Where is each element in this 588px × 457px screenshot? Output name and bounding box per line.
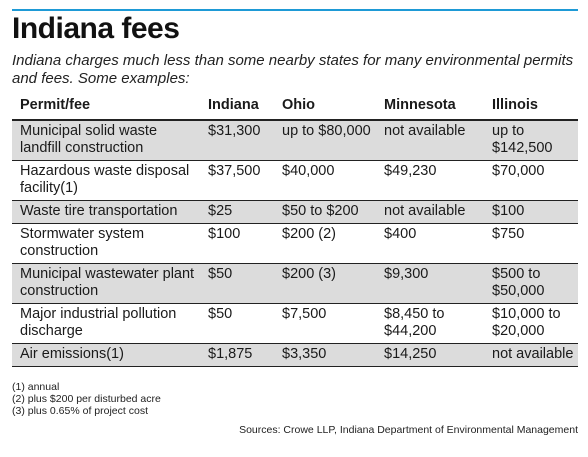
cell-minnesota: not available <box>376 120 484 161</box>
cell-ohio: $200 (2) <box>274 223 376 264</box>
cell-indiana: $50 <box>200 263 274 304</box>
cell-minnesota: $400 <box>376 223 484 264</box>
cell-indiana: $1,875 <box>200 343 274 367</box>
cell-illinois: $10,000 to $20,000 <box>484 303 578 344</box>
cell-ohio: $200 (3) <box>274 263 376 304</box>
cell-indiana: $25 <box>200 200 274 224</box>
cell-ohio: $40,000 <box>274 160 376 201</box>
top-accent-rule <box>12 9 578 11</box>
footnote: (1) annual <box>12 381 60 393</box>
cell-indiana: $37,500 <box>200 160 274 201</box>
cell-permit: Hazardous waste disposal facility(1) <box>12 160 200 201</box>
table-row: Waste tire transportation $25 $50 to $200 n… <box>12 200 578 224</box>
cell-indiana: $50 <box>200 303 274 344</box>
table-row: Air emissions(1) $1,875 $3,350 $14,250 not a… <box>12 343 578 367</box>
sources-credit: Sources: Crowe LLP, Indiana Department o… <box>239 424 578 436</box>
footnote: (3) plus 0.65% of project cost <box>12 405 148 417</box>
cell-permit: Stormwater system construction <box>12 223 200 264</box>
cell-illinois: $500 to $50,000 <box>484 263 578 304</box>
footnote: (2) plus $200 per disturbed acre <box>12 393 161 405</box>
table-row: Municipal solid waste landfill construct… <box>12 120 578 161</box>
cell-ohio: up to $80,000 <box>274 120 376 161</box>
cell-permit: Air emissions(1) <box>12 343 200 367</box>
footnotes: (1) annual (2) plus $200 per disturbed a… <box>12 381 161 417</box>
cell-illinois: $750 <box>484 223 578 264</box>
column-header-illinois: Illinois <box>484 93 578 121</box>
column-header-ohio: Ohio <box>274 93 376 121</box>
column-header-minnesota: Minnesota <box>376 93 484 121</box>
cell-indiana: $100 <box>200 223 274 264</box>
cell-ohio: $50 to $200 <box>274 200 376 224</box>
table-row: Municipal wastewater plant construction $… <box>12 263 578 304</box>
table-row: Stormwater system construction $100 $200 (… <box>12 223 578 264</box>
table-row: Major industrial pollution discharge $50 $… <box>12 303 578 344</box>
cell-illinois: up to $142,500 <box>484 120 578 161</box>
cell-illinois: not available <box>484 343 578 367</box>
page-subtitle: Indiana charges much less than some near… <box>12 52 574 87</box>
column-header-indiana: Indiana <box>200 93 274 121</box>
cell-minnesota: $49,230 <box>376 160 484 201</box>
cell-permit: Waste tire transportation <box>12 200 200 224</box>
table-header-row: Permit/fee Indiana Ohio Minnesota Illino… <box>12 93 578 121</box>
cell-minnesota: $9,300 <box>376 263 484 304</box>
cell-minnesota: not available <box>376 200 484 224</box>
cell-permit: Major industrial pollution discharge <box>12 303 200 344</box>
cell-indiana: $31,300 <box>200 120 274 161</box>
fees-table: Permit/fee Indiana Ohio Minnesota Illino… <box>12 93 578 367</box>
page-title: Indiana fees <box>12 12 180 45</box>
cell-minnesota: $14,250 <box>376 343 484 367</box>
cell-permit: Municipal wastewater plant construction <box>12 263 200 304</box>
cell-illinois: $100 <box>484 200 578 224</box>
cell-minnesota: $8,450 to $44,200 <box>376 303 484 344</box>
cell-permit: Municipal solid waste landfill construct… <box>12 120 200 161</box>
table-row: Hazardous waste disposal facility(1) $37,… <box>12 160 578 201</box>
column-header-permit: Permit/fee <box>12 93 200 121</box>
cell-illinois: $70,000 <box>484 160 578 201</box>
cell-ohio: $3,350 <box>274 343 376 367</box>
cell-ohio: $7,500 <box>274 303 376 344</box>
